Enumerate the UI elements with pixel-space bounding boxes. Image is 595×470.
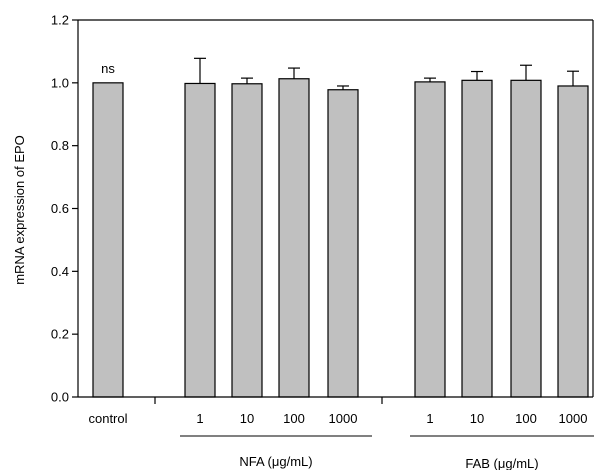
x-tick-label: 100 [283, 411, 305, 426]
bar-2 [231, 83, 263, 398]
error-bar-2 [241, 77, 253, 84]
bar-5 [414, 81, 446, 398]
bar-6 [461, 79, 493, 398]
y-tick-label: 0.0 [51, 390, 69, 405]
x-tick-label: 1000 [329, 411, 358, 426]
significance-annotation: ns [101, 61, 115, 76]
error-bar-4 [337, 85, 349, 90]
x-tick-label: 10 [240, 411, 254, 426]
y-tick-label: 1.0 [51, 75, 69, 90]
bar-8 [557, 85, 589, 398]
error-bar-3 [288, 67, 300, 79]
y-axis-label: mRNA expression of EPO [12, 135, 27, 285]
x-tick-label: 1 [426, 411, 433, 426]
error-bar-7 [520, 64, 532, 81]
y-tick-label: 0.2 [51, 327, 69, 342]
x-tick-label: 1 [196, 411, 203, 426]
bar-7 [510, 79, 542, 398]
y-tick-label: 0.8 [51, 138, 69, 153]
y-tick-label: 1.2 [51, 13, 69, 28]
y-tick-label: 0.6 [51, 201, 69, 216]
error-bar-1 [194, 57, 206, 84]
x-tick-label: 1000 [559, 411, 588, 426]
error-bar-5 [424, 77, 436, 82]
bar-4 [327, 89, 359, 398]
error-bar-8 [567, 70, 579, 86]
y-tick-label: 0.4 [51, 264, 69, 279]
x-tick-label: 100 [515, 411, 537, 426]
bar-3 [278, 78, 310, 398]
bar-1 [184, 82, 216, 398]
x-tick-label: control [88, 411, 127, 426]
group-label-0: NFA (μg/mL) [239, 454, 312, 469]
error-bar-6 [471, 70, 483, 81]
x-tick-label: 10 [470, 411, 484, 426]
group-label-1: FAB (μg/mL) [465, 456, 538, 470]
bar-0 [92, 82, 124, 398]
